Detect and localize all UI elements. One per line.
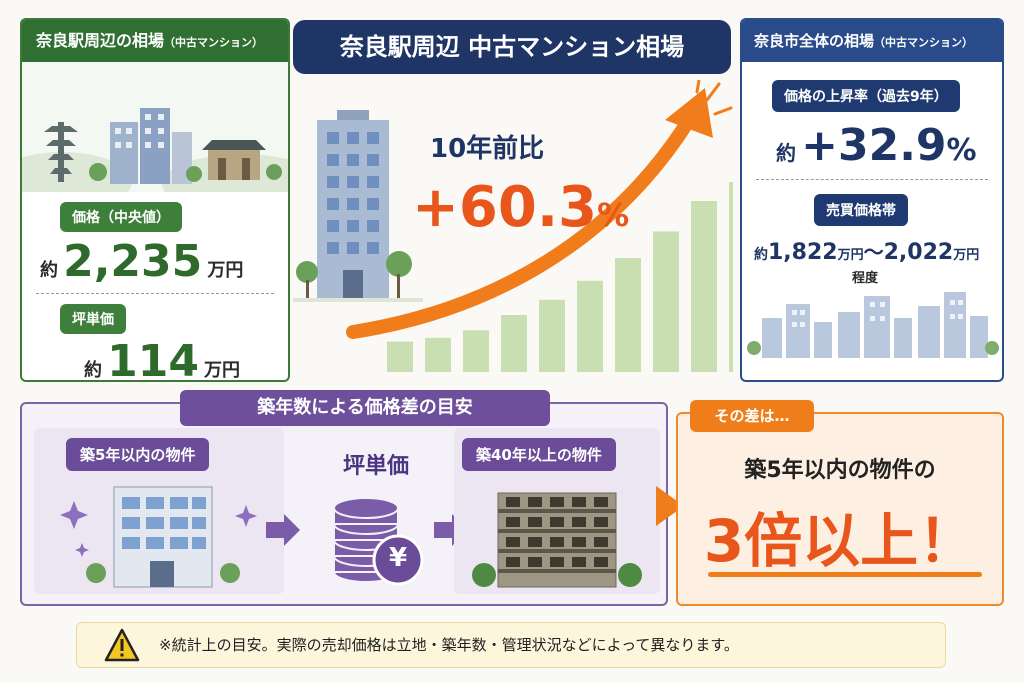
growth-bar (425, 337, 451, 372)
mid-tsubo-label: 坪単価 (342, 454, 409, 479)
old-building-icon (472, 492, 642, 588)
arrow-right-icon (262, 510, 302, 554)
growth-bar (577, 280, 603, 372)
growth-chart-illustration (293, 80, 733, 372)
change-value: +60.3% (412, 175, 630, 240)
rise-rate-label: 価格の上昇率（過去9年） (772, 80, 960, 112)
pagoda-icon (44, 122, 78, 182)
big-arrow-right-icon (656, 486, 686, 530)
growth-bars (387, 182, 733, 372)
difference-label: その差は… (690, 400, 814, 432)
growth-bar (729, 182, 733, 372)
growth-bar (539, 299, 565, 372)
yen-symbol: ¥ (388, 543, 408, 573)
growth-arrow (346, 113, 696, 339)
disclaimer-notice: ※統計上の目安。実際の売却価格は立地・築年数・管理状況などによって異なります。 (76, 622, 946, 668)
growth-bar (387, 341, 413, 372)
new-property-card: 築5年以内の物件 (34, 428, 284, 594)
nara-station-panel: 奈良駅周辺の相場（中古マンション） (20, 18, 290, 382)
difference-line1: 築5年以内の物件の (744, 458, 936, 483)
age-price-gap-title: 築年数による価格差の目安 (180, 390, 550, 426)
growth-bar (653, 231, 679, 372)
price-range-value: 約1,822万円～2,022万円 (754, 240, 980, 265)
page-title: 奈良駅周辺 中古マンション相場 (293, 20, 731, 74)
tsubo-price-label: 坪単価 (60, 304, 126, 334)
price-range-label: 売買価格帯 (814, 194, 908, 226)
coin-stack-yen-icon (333, 497, 424, 586)
old-property-label: 築40年以上の物件 (462, 438, 616, 471)
growth-bar (501, 315, 527, 372)
compare-label: 10年前比 (430, 134, 545, 164)
warning-icon (104, 628, 140, 662)
difference-big: 3倍以上！ (703, 507, 977, 575)
nara-townscape-illustration (22, 62, 288, 192)
new-property-label: 築5年以内の物件 (66, 438, 210, 471)
old-property-card: 築40年以上の物件 (454, 428, 660, 594)
growth-bar (615, 258, 641, 372)
price-range-suffix: 程度 (852, 271, 879, 286)
nara-city-panel: 奈良市全体の相場（中古マンション） 価格の上昇率（過去9年） 約 +32.9% … (740, 18, 1004, 382)
condo-building-icon (293, 110, 423, 302)
temple-icon (202, 140, 266, 180)
city-skyline-illustration (747, 292, 999, 358)
new-building-icon (60, 486, 257, 588)
nara-station-header: 奈良駅周辺の相場（中古マンション） (22, 20, 288, 62)
rise-rate-value: +32.9 (801, 120, 947, 171)
tsubo-price-value: 114 (107, 336, 199, 382)
price-median-value: 2,235 (63, 236, 203, 287)
growth-arrow-head (665, 88, 713, 138)
growth-bar (463, 330, 489, 372)
nara-city-header: 奈良市全体の相場（中古マンション） (742, 20, 1002, 62)
price-median-label: 価格（中央値） (60, 202, 182, 232)
difference-underline (708, 572, 982, 577)
growth-bar (691, 201, 717, 372)
